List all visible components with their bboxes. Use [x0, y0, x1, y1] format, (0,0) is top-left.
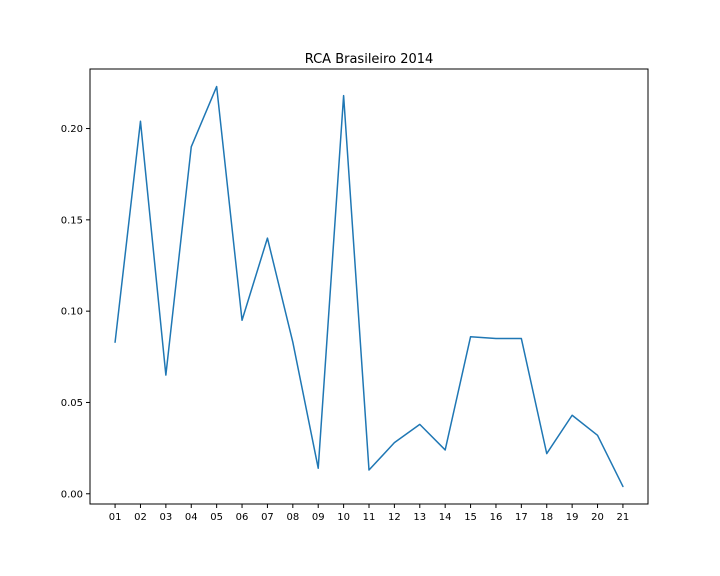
x-tick-label: 14 — [439, 512, 452, 523]
x-tick-label: 13 — [413, 512, 426, 523]
series-layer — [114, 85, 624, 488]
x-tick-label: 09 — [312, 512, 325, 523]
y-tick-label: 0.10 — [61, 307, 83, 318]
x-tick-label: 17 — [515, 512, 528, 523]
x-tick-label: 15 — [464, 512, 477, 523]
x-tick-label: 04 — [185, 512, 198, 523]
x-tick-label: 16 — [490, 512, 503, 523]
chart-title: RCA Brasileiro 2014 — [305, 52, 434, 67]
x-tick-label: 03 — [159, 512, 172, 523]
y-tick-label: 0.15 — [61, 215, 83, 226]
series-line — [114, 85, 624, 488]
x-tick-label: 12 — [388, 512, 401, 523]
x-tick-label: 21 — [617, 512, 630, 523]
x-tick-label: 02 — [134, 512, 147, 523]
x-tick-label: 10 — [337, 512, 350, 523]
x-tick-label: 07 — [261, 512, 274, 523]
x-tick-label: 01 — [109, 512, 122, 523]
y-tick-label: 0.20 — [61, 124, 83, 135]
axes-frame — [89, 68, 649, 505]
x-axis: 01 02 03 04 05 06 07 08 09 10 11 12 13 14 15 16 17 18 19 20… — [109, 504, 630, 523]
x-tick-label: 20 — [591, 512, 604, 523]
x-tick-label: 08 — [286, 512, 299, 523]
x-tick-label: 06 — [236, 512, 249, 523]
y-tick-label: 0.00 — [61, 489, 83, 500]
x-tick-label: 18 — [540, 512, 553, 523]
x-tick-label: 05 — [210, 512, 223, 523]
x-tick-label: 19 — [566, 512, 579, 523]
x-tick-label: 11 — [363, 512, 376, 523]
y-tick-label: 0.05 — [61, 398, 83, 409]
y-axis: 0.00 0.05 0.10 0.15 0.20 — [61, 124, 90, 500]
